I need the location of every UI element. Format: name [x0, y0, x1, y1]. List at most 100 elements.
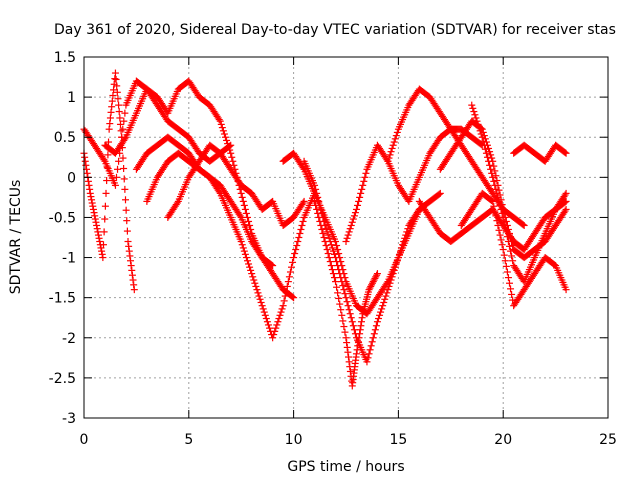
data-point: [288, 263, 296, 271]
data-point: [493, 217, 501, 225]
data-point: [356, 330, 364, 338]
data-point: [384, 157, 392, 165]
data-point: [355, 197, 363, 205]
data-point: [561, 191, 569, 199]
data-point: [94, 228, 102, 236]
data-point: [353, 346, 361, 354]
data-point: [84, 177, 92, 185]
data-point: [501, 223, 509, 231]
data-point: [250, 276, 258, 284]
data-point: [313, 189, 321, 197]
data-point: [350, 326, 358, 334]
data-point: [387, 276, 395, 284]
data-point: [503, 233, 511, 241]
data-point: [370, 276, 378, 284]
data-point: [346, 310, 354, 318]
data-point: [319, 229, 327, 237]
data-point: [393, 257, 401, 265]
data-point: [486, 148, 494, 156]
data-point: [116, 114, 124, 122]
data-point: [253, 286, 261, 294]
data-point: [390, 138, 398, 146]
data-point: [93, 225, 101, 233]
data-point: [82, 161, 90, 169]
data-point: [106, 114, 114, 122]
data-point: [356, 193, 364, 201]
data-point: [248, 270, 256, 278]
data-point: [289, 258, 297, 266]
data-point: [475, 124, 483, 132]
data-point: [352, 350, 360, 358]
data-point: [474, 120, 482, 128]
data-point: [92, 218, 100, 226]
data-point: [236, 212, 244, 220]
data-point: [470, 108, 478, 116]
data-point: [223, 136, 231, 144]
data-point: [322, 242, 330, 250]
data-point: [226, 146, 234, 154]
data-point: [110, 86, 118, 94]
data-point: [345, 353, 353, 361]
data-point: [127, 262, 135, 270]
data-point: [371, 274, 379, 282]
data-point: [342, 238, 350, 246]
data-point: [502, 228, 510, 236]
data-point: [478, 133, 486, 141]
data-point: [228, 153, 236, 161]
data-point: [325, 234, 333, 242]
x-tick-label: 20: [494, 432, 512, 448]
data-point: [105, 125, 113, 133]
data-point: [89, 205, 97, 213]
data-point: [348, 218, 356, 226]
data-point: [341, 290, 349, 298]
data-point: [335, 294, 343, 302]
data-point: [338, 311, 346, 319]
data-point: [121, 185, 129, 193]
data-point: [363, 358, 371, 366]
y-tick-label: 1.5: [54, 50, 76, 66]
data-point: [435, 190, 443, 198]
axis-ticks: [83, 56, 609, 419]
series-track-14: [457, 189, 570, 310]
data-point: [379, 302, 387, 310]
data-point: [368, 281, 376, 289]
data-point: [343, 234, 351, 242]
data-point: [354, 201, 362, 209]
data-point: [344, 231, 352, 239]
data-point: [354, 342, 362, 350]
plot-frame: [83, 56, 609, 419]
data-point: [120, 175, 128, 183]
data-point: [298, 221, 306, 229]
data-point: [104, 151, 112, 159]
data-point: [316, 217, 324, 225]
data-point: [322, 225, 330, 233]
data-point: [218, 124, 226, 132]
data-point: [263, 318, 271, 326]
data-point: [561, 207, 569, 215]
data-point: [329, 247, 337, 255]
data-point: [496, 231, 504, 239]
data-point: [258, 302, 266, 310]
data-point: [356, 326, 364, 334]
data-point: [251, 279, 259, 287]
data-point: [509, 242, 517, 250]
data-point: [388, 144, 396, 152]
data-point: [285, 273, 293, 281]
data-point: [476, 127, 484, 135]
data-point: [320, 234, 328, 241]
data-point: [277, 308, 285, 316]
y-tick-label: -2: [62, 331, 76, 347]
data-point: [562, 286, 570, 294]
y-tick-label: -1.5: [49, 291, 76, 307]
data-point: [519, 221, 527, 229]
data-point: [361, 173, 369, 181]
data-point: [106, 120, 114, 128]
data-point: [225, 143, 233, 151]
data-point: [330, 250, 338, 258]
y-tick-label: 0: [67, 170, 76, 186]
data-point: [335, 250, 343, 258]
data-point: [274, 318, 282, 326]
data-point: [490, 177, 498, 185]
data-point: [367, 342, 375, 350]
data-point: [290, 294, 298, 302]
